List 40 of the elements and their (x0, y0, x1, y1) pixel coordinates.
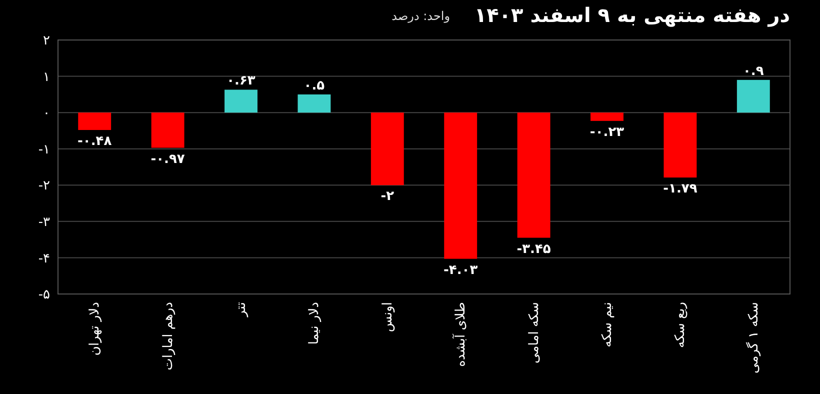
data-label: -۰.۹۷ (150, 152, 185, 167)
x-tick-label: ربع سکه (673, 302, 688, 348)
data-label: ۰.۹ (742, 64, 764, 79)
x-tick-label: تتر (234, 302, 249, 318)
y-tick-label: ۱ (43, 70, 50, 85)
data-label: -۰.۴۸ (78, 134, 112, 149)
y-tick-label: -۳ (38, 214, 50, 230)
x-tick-label: دلار تهران (88, 302, 103, 356)
data-label: -۱.۷۹ (663, 182, 698, 197)
x-tick-label: دلار نیما (307, 302, 322, 345)
x-tick-label: نیم سکه (600, 302, 615, 348)
bar (370, 112, 404, 186)
bar (590, 112, 624, 121)
y-tick-label: -۱ (38, 142, 50, 158)
data-label: ۰.۵ (304, 78, 325, 94)
data-label: -۳.۴۵ (516, 242, 551, 257)
y-tick-label: -۴ (38, 251, 50, 266)
y-tick-label: ۰ (43, 106, 50, 122)
bar (444, 112, 478, 259)
bar (664, 112, 697, 178)
data-label: -۴.۰۳ (444, 262, 478, 278)
bar (151, 112, 184, 148)
chart-subtitle: واحد: درصد (392, 9, 450, 23)
data-label: -۰.۲۳ (590, 124, 624, 140)
x-tick-label: سکه ۱ گرمی (745, 302, 762, 374)
bar (78, 112, 112, 130)
data-label: -۲ (380, 189, 394, 204)
y-tick-label: ۲ (43, 34, 50, 49)
bar (224, 90, 258, 113)
y-tick-label: -۵ (38, 288, 50, 303)
x-tick-label: طلای آبشده (452, 302, 469, 367)
x-tick-label: اونس (380, 302, 396, 332)
chart-title: در هفته منتهی به ۹ اسفند ۱۴۰۳ (474, 3, 790, 27)
y-tick-label: -۲ (38, 178, 50, 194)
bar (298, 94, 331, 113)
x-tick-label: سکه امامی (526, 302, 542, 364)
data-label: ۰.۶۳ (226, 74, 256, 89)
bar (736, 80, 770, 113)
bar (517, 112, 550, 238)
x-tick-label: درهم امارات (160, 302, 176, 370)
